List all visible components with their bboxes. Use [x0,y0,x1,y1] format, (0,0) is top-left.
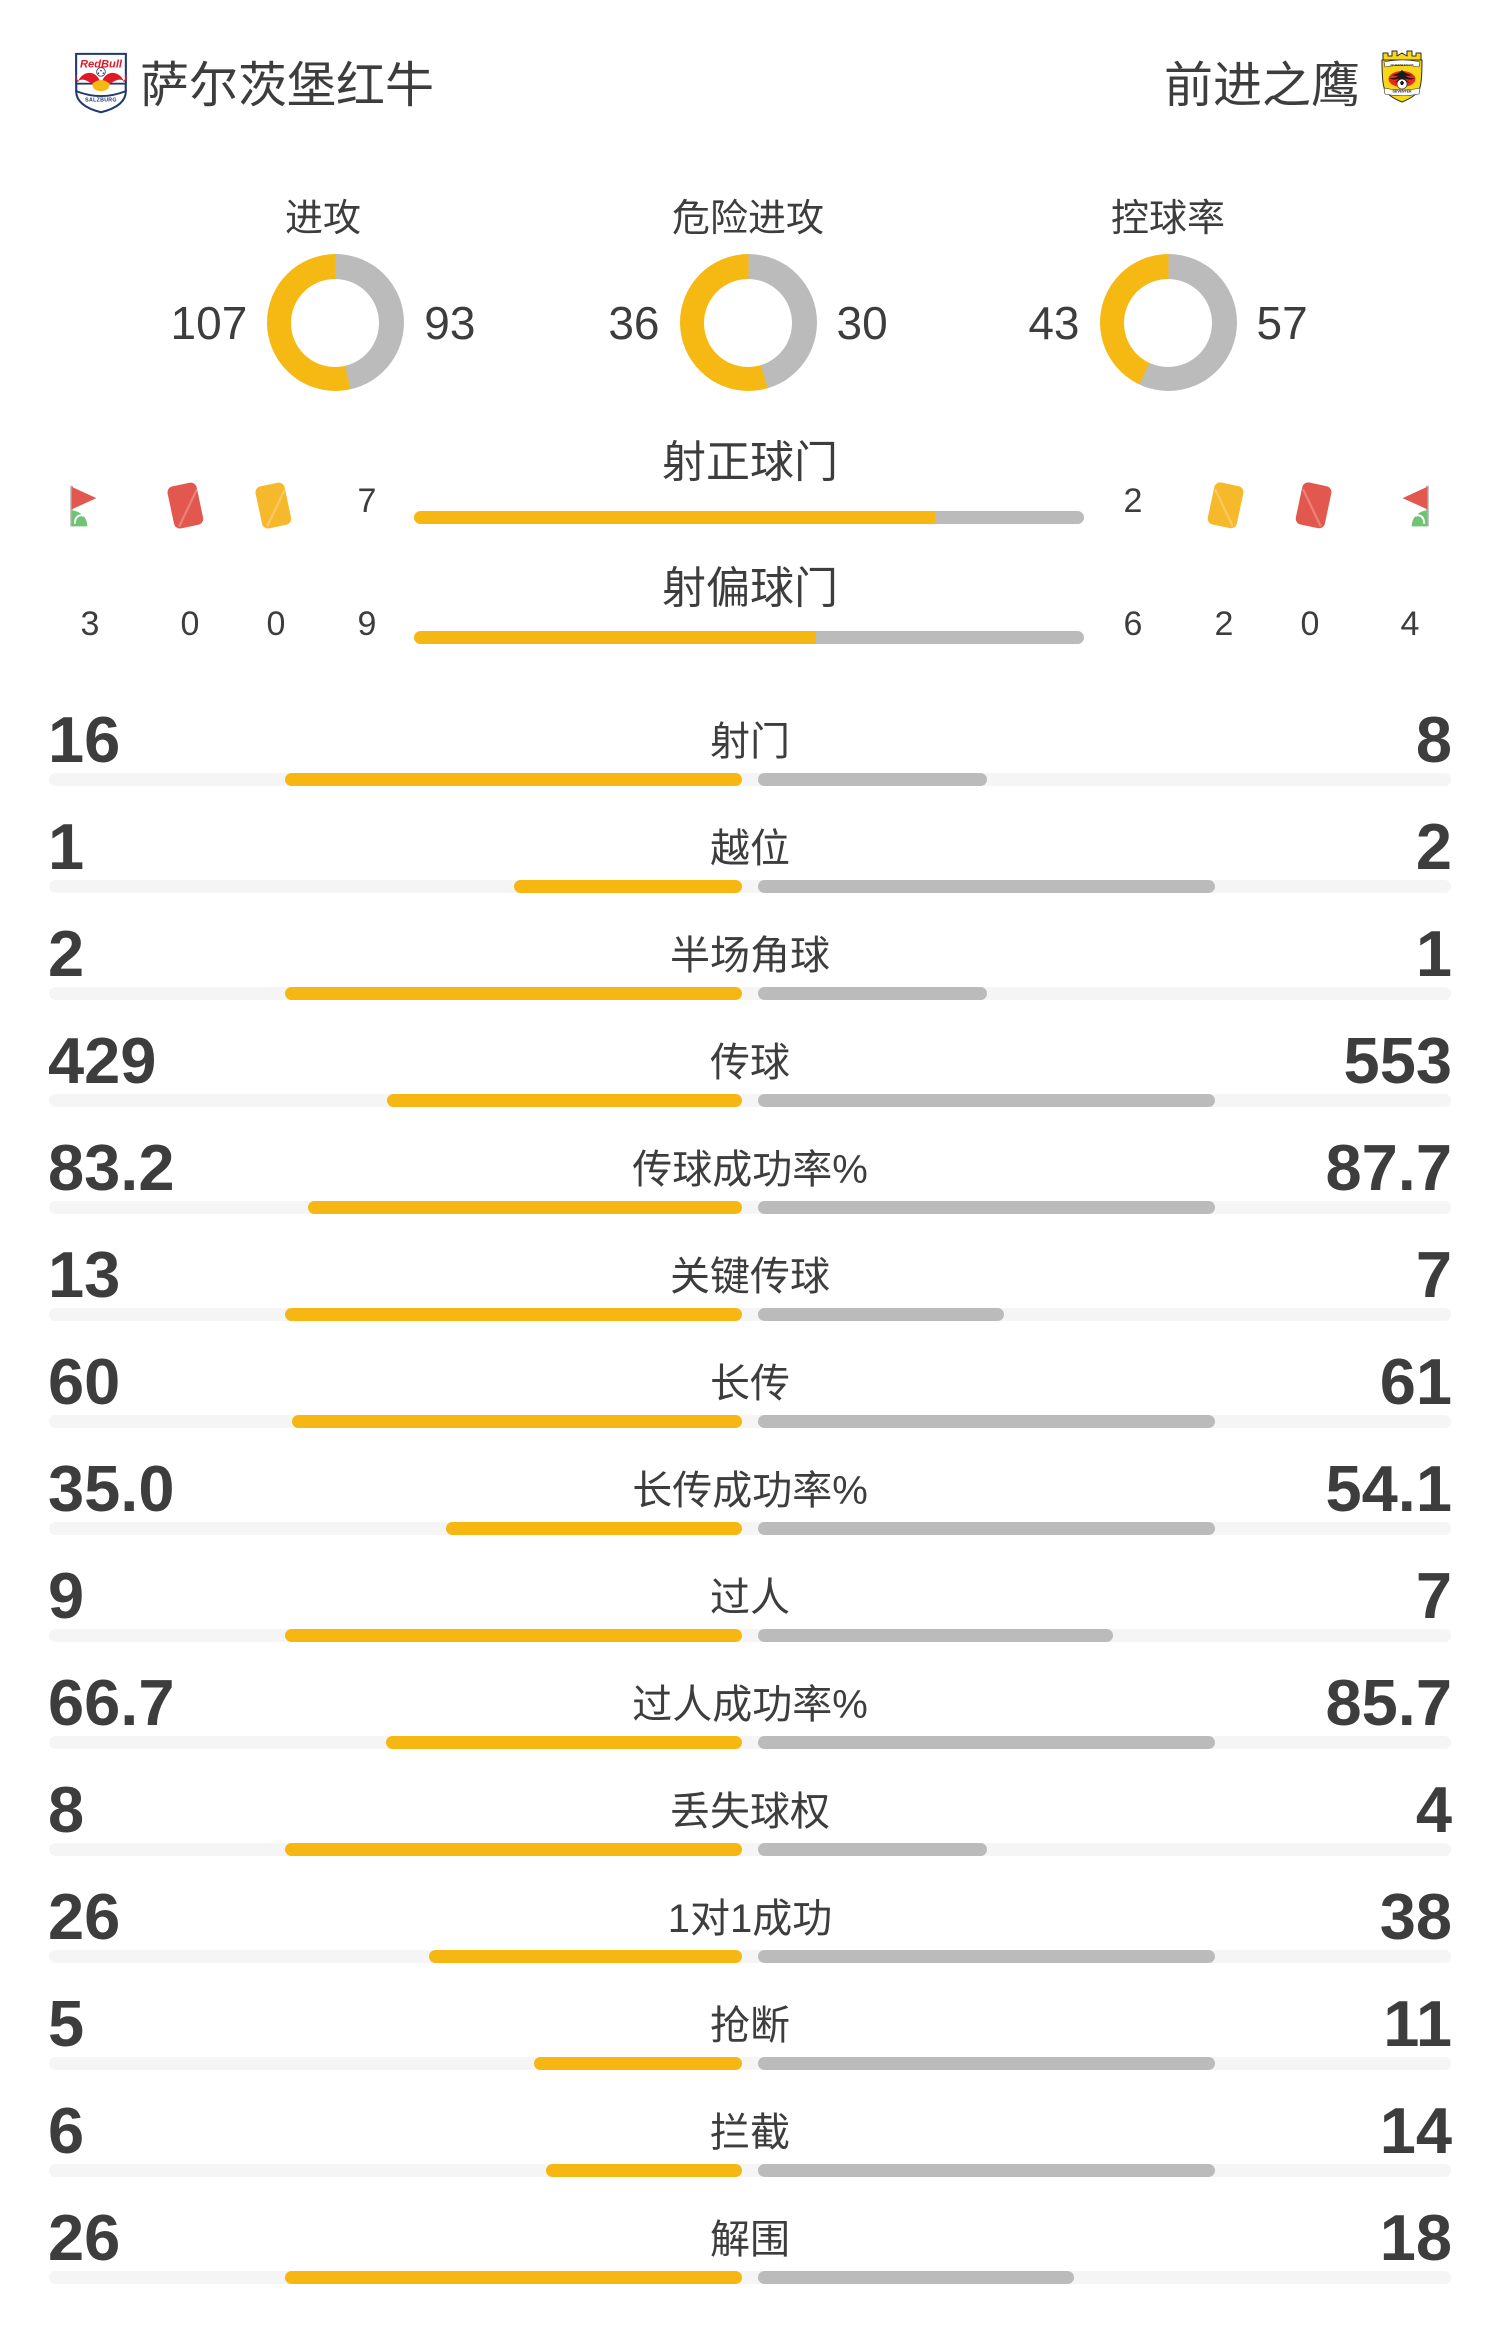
svg-text:GO AHEAD EAGLES: GO AHEAD EAGLES [1390,63,1413,67]
svg-text:SALZBURG: SALZBURG [85,98,117,104]
svg-text:DEVENTER: DEVENTER [1392,90,1412,94]
